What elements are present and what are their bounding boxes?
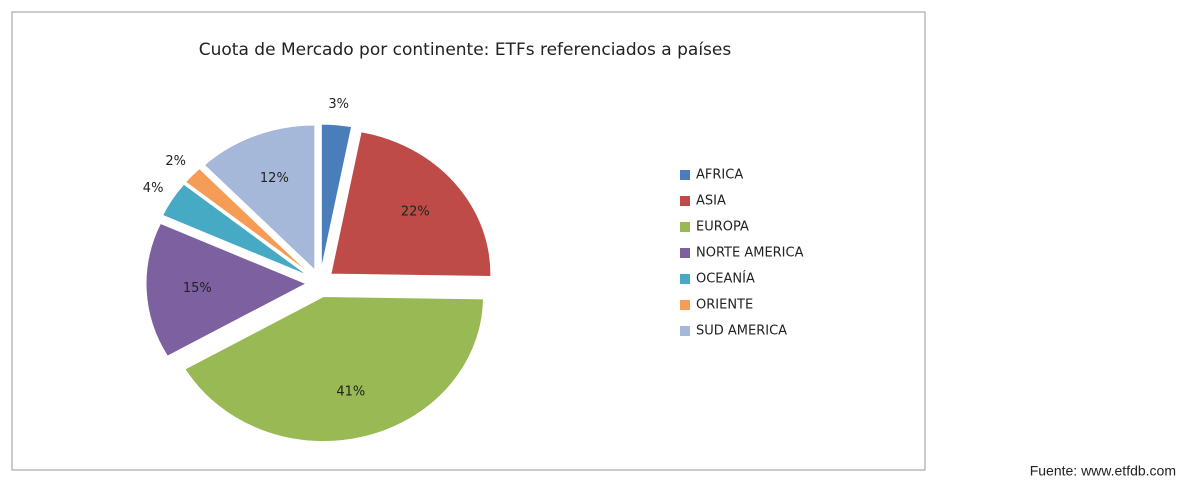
legend-swatch [680,170,690,180]
legend-swatch [680,300,690,310]
value-label: 2% [165,154,186,169]
pie-slice [145,222,308,357]
legend-label: EUROPA [696,220,749,235]
value-label: 15% [183,281,212,296]
value-label: 3% [328,97,349,112]
legend-swatch [680,326,690,336]
pie-slice [330,131,492,277]
value-label: 4% [143,181,164,196]
pie-slice [320,123,353,270]
value-label: 22% [401,204,430,219]
legend-label: ASIA [696,194,726,209]
value-label: 12% [260,171,289,186]
value-label: 41% [336,384,365,399]
legend-swatch [680,196,690,206]
source-note: Fuente: www.etfdb.com [1030,463,1176,479]
legend-label: ORIENTE [696,298,753,313]
chart-title: Cuota de Mercado por continente: ETFs re… [199,40,732,60]
pie-slice [203,124,316,272]
pie-slice [184,296,485,443]
legend-label: NORTE AMERICA [696,246,804,261]
legend-label: OCEANÍA [696,271,755,287]
legend-label: SUD AMERICA [696,324,787,339]
pie-slice [184,167,311,274]
legend-label: AFRICA [696,168,743,183]
pie-slice [161,183,309,277]
legend-swatch [680,222,690,232]
legend-swatch [680,274,690,284]
legend-swatch [680,248,690,258]
